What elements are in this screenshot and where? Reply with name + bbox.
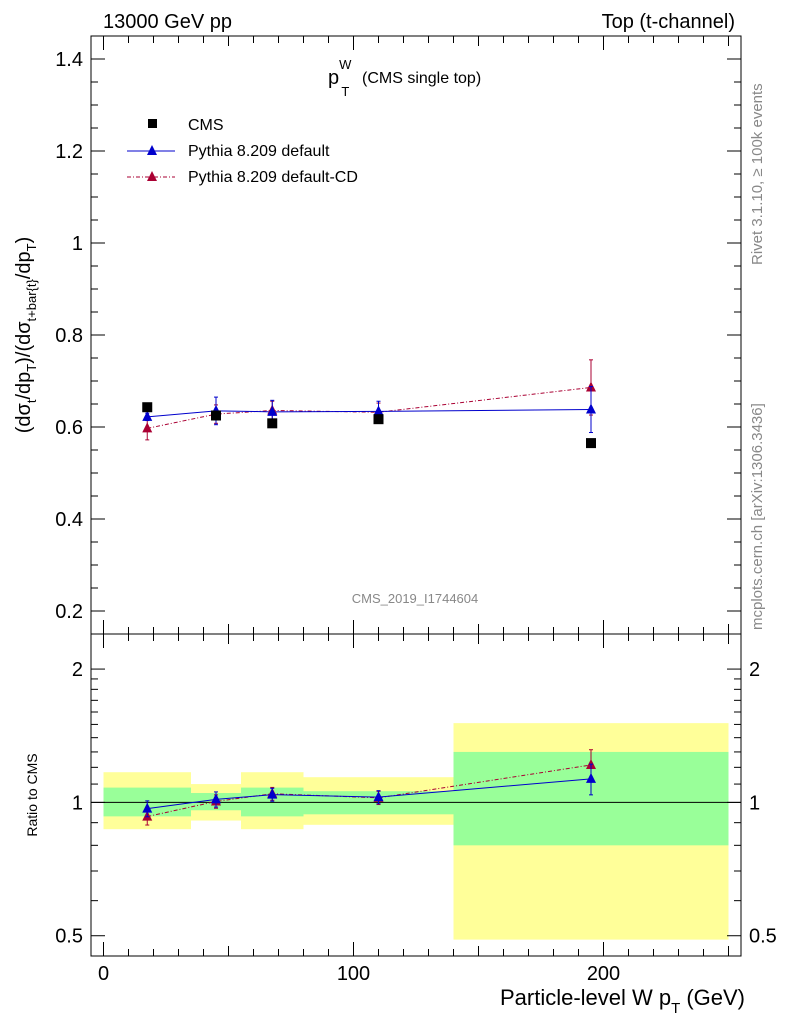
x-tick-label: 0	[98, 963, 109, 985]
pythia-point	[267, 405, 278, 416]
main-ytick-label: 0.2	[55, 601, 83, 623]
xlabel-sub: T	[671, 1000, 680, 1017]
ratio-pythia-point	[142, 802, 153, 813]
legend-cms-label: CMS	[188, 117, 224, 134]
x-axis-label: Particle-level W pT (GeV)	[500, 985, 745, 1017]
ratio-ytick-label-right: 2	[749, 659, 760, 681]
ratio-pythia-point	[267, 788, 278, 799]
plot-title-sub: T	[341, 84, 349, 99]
plot-title-rest: (CMS single top)	[362, 70, 481, 87]
pythia-point	[142, 410, 153, 421]
ylabel-part-7: T	[24, 243, 39, 251]
ratio-ytick-label-right: 1	[749, 792, 760, 814]
legend-pythia-cd-marker	[147, 171, 157, 181]
cms-point	[373, 414, 384, 425]
main-ytick-label: 1	[72, 233, 83, 255]
ylabel-part-1: t	[24, 399, 39, 403]
ylabel-part-4: )/(dσ	[13, 321, 35, 364]
xlabel-main: Particle-level W p	[500, 985, 671, 1010]
pythia-point	[373, 405, 384, 416]
main-panel: 0.20.40.60.811.21.4 pW T (CMS single top)…	[13, 35, 742, 635]
legend-pythia-marker	[147, 145, 157, 155]
ratio-pythia-point	[211, 793, 221, 804]
plot-title-sup: W	[339, 57, 352, 72]
legend-pythia-label: Pythia 8.209 default	[188, 143, 330, 160]
cms-point	[586, 438, 596, 449]
ratio-ylabel: Ratio to CMS	[24, 753, 40, 836]
xlabel-unit: (GeV)	[686, 985, 745, 1010]
main-ytick-label: 0.6	[55, 417, 83, 439]
legend: CMS Pythia 8.209 default Pythia 8.209 de…	[127, 117, 358, 186]
ratio-frame	[90, 633, 742, 957]
x-tick-label: 200	[587, 963, 620, 985]
analysis-watermark: CMS_2019_I1744604	[352, 591, 479, 606]
header-right: Top (t-channel)	[602, 11, 735, 33]
main-ytick-label: 1.4	[55, 49, 83, 71]
ratio-ytick-label: 1	[72, 792, 83, 814]
pythia-cd-line	[147, 386, 592, 429]
cms-point	[211, 410, 221, 421]
pythia-cd-point	[142, 422, 153, 433]
ylabel-part-8: )	[13, 237, 35, 244]
ratio-pythia-point	[373, 791, 384, 802]
cms-point	[267, 418, 278, 429]
main-ytick-label: 0.4	[55, 509, 83, 531]
ylabel-part-0: (dσ	[13, 403, 35, 434]
plot-title-main: p	[328, 67, 339, 89]
ylabel-part-3: T	[24, 364, 39, 372]
ylabel-part-2: /dp	[13, 372, 35, 400]
ylabel-part-5: t+bar{t}	[24, 278, 39, 321]
ratio-ytick-label-right: 0.5	[749, 926, 777, 948]
ratio-ytick-label: 0.5	[55, 926, 83, 948]
main-ytick-label: 0.8	[55, 325, 83, 347]
x-tick-label: 100	[337, 963, 370, 985]
main-ylabel: (dσt/dpT)/(dσt+bar{t}/dpT)	[13, 237, 39, 434]
ratio-pythia-point	[586, 772, 596, 783]
legend-pythia-cd-label: Pythia 8.209 default-CD	[188, 169, 358, 186]
cms-point	[142, 402, 153, 413]
ylabel-part-6: /dp	[13, 251, 35, 279]
header-left: 13000 GeV pp	[103, 11, 232, 33]
plot-title: pW T	[328, 57, 352, 99]
legend-cms-marker	[148, 119, 157, 128]
rivet-label: Rivet 3.1.10, ≥ 100k events	[749, 83, 766, 265]
main-ytick-label: 1.2	[55, 141, 83, 163]
pythia-point	[586, 403, 596, 414]
ratio-panel: 0.5 0.5 1 1 2 2 0 100 200 Ratio to CMS Particle-…	[24, 633, 777, 1017]
ratio-ytick-label: 2	[72, 659, 83, 681]
mcplots-label: mcplots.cern.ch [arXiv:1306.3436]	[749, 403, 766, 630]
